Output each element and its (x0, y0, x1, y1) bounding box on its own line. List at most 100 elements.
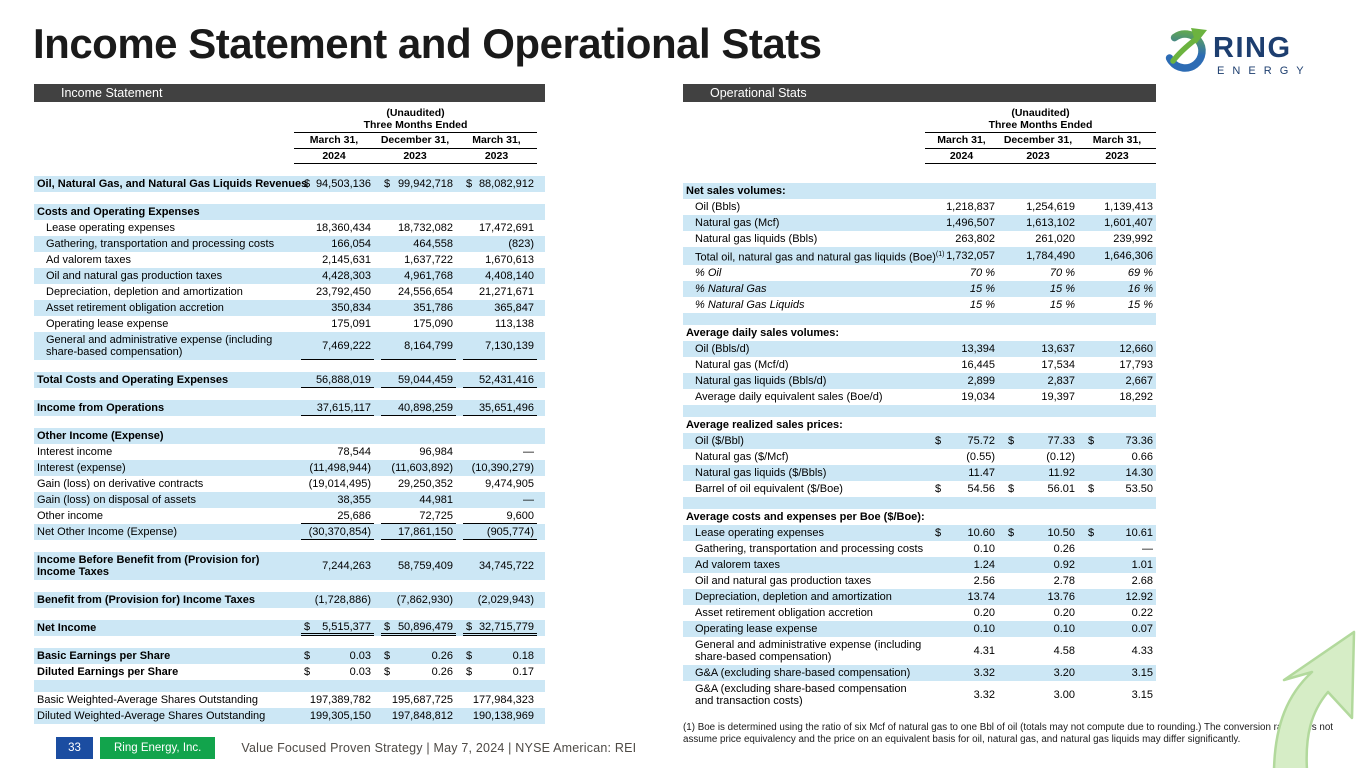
footnote: (1) Boe is determined using the ratio of… (683, 722, 1334, 746)
cell-value: 13,394 (961, 343, 995, 356)
cell-value: 239,992 (1113, 233, 1153, 245)
cell-value: 0.10 (973, 623, 995, 636)
value-cell (1005, 509, 1078, 525)
currency-symbol: $ (1008, 483, 1015, 496)
cell-value: 4.58 (1053, 645, 1075, 658)
cell-value: 0.26 (1053, 543, 1075, 556)
cell-value: 197,848,812 (391, 710, 453, 722)
value-cell: 14.30 (1085, 465, 1156, 481)
value-cell: 59,044,459 (381, 372, 456, 388)
row-label: Interest income (37, 445, 113, 458)
table-body: Net sales volumes: Oil (Bbls) 1,218,837 1,2… (683, 183, 1156, 709)
cell-value: 17,472,691 (478, 222, 534, 234)
cell-value: 2,667 (1125, 375, 1153, 388)
table-row: Barrel of oil equivalent ($/Boe) $54.56 $5… (683, 481, 1156, 497)
row-label: Asset retirement obligation accretion (695, 606, 873, 619)
value-cell: 13.74 (932, 589, 998, 605)
cell-value: 56.01 (1047, 483, 1075, 496)
value-cell: $0.18 (463, 648, 537, 664)
value-cell: 0.20 (1005, 605, 1078, 621)
cell-value: 17,793 (1119, 359, 1153, 372)
value-cell: 197,389,782 (301, 692, 374, 708)
cell-value: (823) (508, 238, 534, 250)
value-cell: 350,834 (301, 300, 374, 316)
row-label: Average costs and expenses per Boe ($/Bo… (686, 510, 925, 523)
cell-value: 13.74 (967, 591, 995, 604)
cell-value: 2.78 (1053, 575, 1075, 588)
value-cell: 13,637 (1005, 341, 1078, 357)
row-label: G&A (excluding share-based compensation … (695, 682, 907, 708)
year-cell: 2024 (322, 149, 346, 162)
spacer-row (34, 360, 545, 372)
date-row: March 31, December 31, March 31, (294, 133, 537, 149)
value-cell: 25,686 (301, 508, 374, 524)
table-row: Natural gas liquids ($/Bbls) 11.47 11.92 14… (683, 465, 1156, 482)
table-row: Natural gas liquids (Bbls) 263,802 261,020… (683, 231, 1156, 247)
cell-value: 1,601,407 (1104, 217, 1153, 229)
value-cell: 1,613,102 (1005, 215, 1078, 231)
value-cell: 35,651,496 (463, 400, 537, 416)
value-cell: 58,759,409 (381, 552, 456, 580)
table-row: Asset retirement obligation accretion 0.2… (683, 605, 1156, 621)
value-cell: (0.55) (932, 449, 998, 465)
cell-value: (1,728,886) (314, 594, 371, 606)
cell-value: (10,390,279) (471, 462, 534, 474)
value-cell: $10.50 (1005, 525, 1078, 541)
table-row: Interest (expense) (11,498,944) (11,603,89… (34, 460, 545, 476)
value-cell: 1.24 (932, 557, 998, 573)
operational-stats-title: Operational Stats (710, 86, 807, 100)
cell-value: 21,271,671 (478, 286, 534, 298)
cell-value: 0.10 (1053, 623, 1075, 636)
row-label: Ad valorem taxes (46, 253, 131, 266)
value-cell: (10,390,279) (463, 460, 537, 476)
cell-value: 72,725 (419, 509, 453, 522)
cell-value: 99,942,718 (397, 178, 453, 190)
value-cell: 1,139,413 (1085, 199, 1156, 215)
year-cell: 2023 (484, 149, 509, 162)
currency-symbol: $ (304, 650, 311, 662)
value-cell: 23,792,450 (301, 284, 374, 300)
income-statement-table: (Unaudited) Three Months Ended March 31, De… (34, 107, 545, 724)
value-cell: 166,054 (301, 236, 374, 252)
row-label: Ad valorem taxes (695, 558, 780, 571)
table-row: % Natural Gas Liquids 15 % 15 % 15 % (683, 297, 1156, 313)
row-label: Other income (37, 509, 104, 522)
cell-value: 0.17 (512, 666, 534, 678)
table-row: Income from Operations 37,615,117 40,898,2… (34, 400, 545, 416)
currency-symbol: $ (384, 178, 391, 190)
table-row: Total oil, natural gas and natural gas l… (683, 247, 1156, 266)
value-cell: 19,034 (932, 389, 998, 405)
value-cell: 17,534 (1005, 357, 1078, 373)
cell-value: 38,355 (337, 494, 371, 506)
cell-value: 1,254,619 (1026, 201, 1075, 213)
income-statement-title: Income Statement (61, 86, 163, 100)
row-label: Depreciation, depletion and amortization (695, 590, 892, 603)
value-cell: 464,558 (381, 236, 456, 252)
value-cell: 7,469,222 (301, 332, 374, 360)
value-cell: (11,603,892) (381, 460, 456, 476)
cell-value: 12.92 (1125, 591, 1153, 604)
table-row: Interest income 78,544 96,984 — (34, 444, 545, 460)
table-row: Oil (Bbls/d) 13,394 13,637 12,660 (683, 341, 1156, 358)
value-cell (1005, 417, 1078, 433)
value-cell: 34,745,722 (463, 552, 537, 580)
value-cell: 1,670,613 (463, 252, 537, 268)
value-cell: 1,254,619 (1005, 199, 1078, 215)
income-statement-panel: Income Statement (Unaudited) Three Months… (34, 84, 545, 724)
value-cell (381, 428, 456, 444)
table-row: Net Income $5,515,377 $50,896,479 $32,715,7… (34, 620, 545, 636)
row-label: Average daily equivalent sales (Boe/d) (695, 390, 883, 403)
currency-symbol: $ (1088, 527, 1095, 540)
value-cell: 3.20 (1005, 665, 1078, 681)
value-cell: 4.31 (932, 637, 998, 665)
value-cell: (7,862,930) (381, 592, 456, 608)
cell-value: (905,774) (486, 525, 534, 538)
value-cell: 38,355 (301, 492, 374, 508)
cell-value: (7,862,930) (396, 594, 453, 606)
value-cell: 70 % (1005, 265, 1078, 281)
value-cell: 4,408,140 (463, 268, 537, 284)
value-cell: 18,360,434 (301, 220, 374, 236)
table-row: General and administrative expense (incl… (683, 637, 1156, 665)
period-label: Three Months Ended (294, 119, 537, 133)
value-cell: (823) (463, 236, 537, 252)
